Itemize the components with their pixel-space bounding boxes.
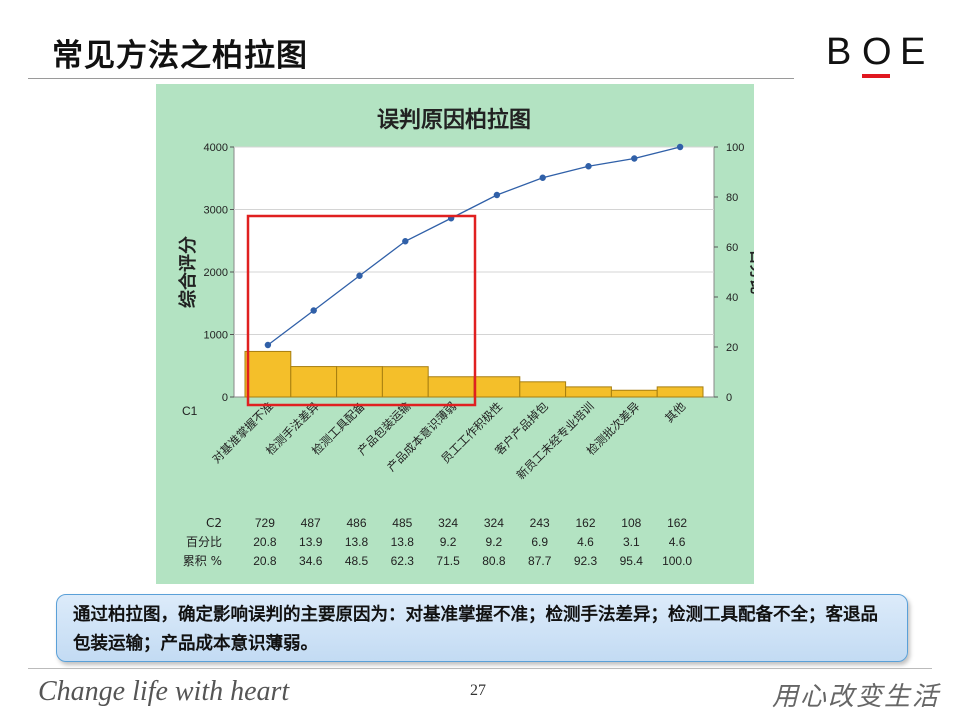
cumulative-point-3	[402, 238, 409, 245]
pareto-chart: 0 1000 2000 3000 4000 0 20 40 60 80 100 误判原因柏拉图综合评分…	[177, 107, 754, 568]
y-tick-label-1: 1000	[204, 330, 228, 342]
bar-5	[473, 376, 521, 398]
table-cell-1-9: 4.6	[669, 535, 686, 549]
cumulative-point-6	[539, 174, 546, 181]
table-cell-0-0: 729	[255, 516, 275, 530]
table-cell-1-5: 9.2	[486, 535, 503, 549]
table-cell-2-7: 92.3	[574, 554, 598, 568]
bar-8	[610, 389, 658, 398]
y2-tick-label-5: 100	[726, 142, 744, 154]
bar-3	[381, 366, 429, 398]
footer-divider	[28, 668, 932, 669]
bar-0	[244, 350, 292, 398]
y-tick-label-2: 2000	[204, 267, 228, 279]
y2-axis-label: 百分比	[748, 249, 754, 294]
table-cell-0-4: 324	[438, 516, 458, 530]
table-cell-2-0: 20.8	[253, 554, 277, 568]
table-cell-2-9: 100.0	[662, 554, 692, 568]
logo-letter-b: B	[826, 31, 852, 73]
bar-6	[519, 381, 567, 398]
y-axis-label: 综合评分	[177, 236, 199, 308]
table-cell-2-4: 71.5	[436, 554, 460, 568]
table-cell-2-3: 62.3	[391, 554, 415, 568]
category-label-9: 其他	[662, 399, 689, 426]
table-cell-1-1: 13.9	[299, 535, 323, 549]
y-tick-label-4: 4000	[204, 142, 228, 154]
cumulative-point-1	[310, 307, 317, 314]
table-cell-1-3: 13.8	[391, 535, 415, 549]
table-cell-0-8: 108	[621, 516, 641, 530]
table-cell-0-7: 162	[575, 516, 595, 530]
page-number: 27	[470, 682, 486, 699]
table-cell-0-9: 162	[667, 516, 687, 530]
logo-letter-e: E	[900, 31, 926, 73]
table-cell-0-1: 487	[301, 516, 321, 530]
table-row-label-1: 百分比	[186, 535, 222, 549]
bar-4	[427, 376, 475, 398]
category-label-0: 对基准掌握不准	[209, 399, 276, 466]
bar-1	[290, 366, 338, 398]
table-row-label-2: 累积 %	[183, 554, 222, 568]
cumulative-point-5	[493, 191, 501, 199]
table-cell-2-1: 34.6	[299, 554, 323, 568]
table-cell-2-2: 48.5	[345, 554, 369, 568]
bar-7	[565, 386, 612, 398]
logo-accent-bar	[862, 74, 890, 78]
footer-motto: 用心改变生活	[772, 682, 941, 712]
table-cell-1-2: 13.8	[345, 535, 369, 549]
pareto-chart-panel: 0 1000 2000 3000 4000 0 20 40 60 80 100 误判原因柏拉图综合评分…	[156, 84, 754, 584]
cumulative-point-8	[631, 155, 638, 162]
cumulative-point-0	[264, 341, 272, 349]
table-cell-0-6: 243	[530, 516, 550, 530]
logo-letter-o: O	[862, 31, 892, 73]
category-axis-label: C1	[182, 404, 198, 418]
bar-2	[336, 366, 383, 398]
y2-tick-label-1: 20	[726, 342, 738, 354]
y2-tick-label-0: 0	[726, 392, 732, 404]
table-cell-0-2: 486	[346, 516, 366, 530]
y2-tick-label-3: 60	[726, 242, 738, 254]
cumulative-point-2	[356, 272, 363, 279]
y-tick-label-3: 3000	[204, 205, 228, 217]
slide-title: 常见方法之柏拉图	[52, 38, 308, 74]
highlight-box	[246, 214, 477, 407]
conclusion-box: 通过柏拉图，确定影响误判的主要原因为：对基准掌握不准；检测手法差异；检测工具配备…	[56, 594, 908, 662]
table-cell-1-0: 20.8	[253, 535, 277, 549]
y2-tick-label-2: 40	[726, 292, 738, 304]
table-cell-0-3: 485	[392, 516, 412, 530]
table-cell-2-8: 95.4	[620, 554, 644, 568]
footer-slogan: Change life with heart	[38, 676, 290, 707]
cumulative-line	[267, 146, 681, 346]
table-cell-2-5: 80.8	[482, 554, 506, 568]
table-cell-2-6: 87.7	[528, 554, 552, 568]
brand-logo: B O E	[826, 30, 930, 78]
chart-title: 误判原因柏拉图	[377, 107, 531, 133]
table-row-label-0: C2	[206, 516, 222, 530]
y2-tick-label-4: 80	[726, 192, 738, 204]
y-tick-label-0: 0	[222, 392, 228, 404]
title-divider	[28, 78, 794, 79]
table-cell-1-8: 3.1	[623, 535, 640, 549]
category-label-7: 新员工未经专业培训	[514, 399, 597, 482]
table-cell-1-6: 6.9	[531, 535, 548, 549]
table-cell-0-5: 324	[484, 516, 504, 530]
cumulative-point-7	[585, 163, 592, 170]
bar-9	[656, 386, 704, 398]
cumulative-point-9	[676, 143, 684, 151]
table-cell-1-4: 9.2	[440, 535, 457, 549]
table-cell-1-7: 4.6	[577, 535, 594, 549]
